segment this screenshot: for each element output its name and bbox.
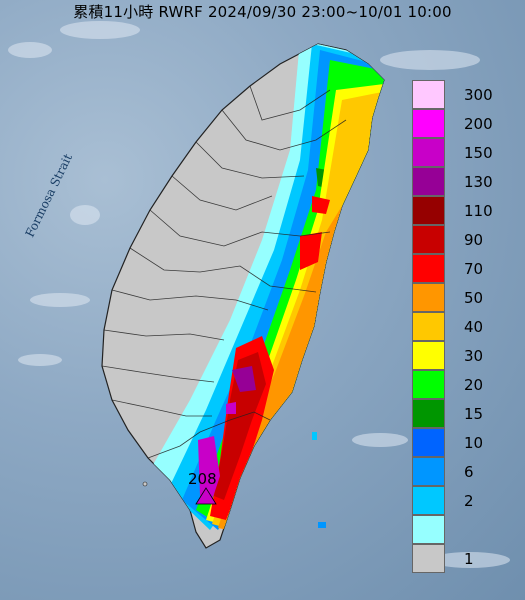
legend-label: 150: [464, 144, 493, 162]
legend-label: 110: [464, 202, 493, 220]
legend-label: 40: [464, 318, 484, 336]
legend-label: 300: [464, 86, 493, 104]
max-value-label: 208: [188, 470, 217, 488]
legend-swatch: [412, 196, 445, 225]
legend-label: 20: [464, 376, 484, 394]
legend-swatch: [412, 167, 445, 196]
legend-swatch: [412, 80, 445, 109]
legend-label: 10: [464, 434, 484, 452]
legend-label: 70: [464, 260, 484, 278]
legend-swatch: [412, 225, 445, 254]
legend-swatch: [412, 486, 445, 515]
legend-label: 30: [464, 347, 484, 365]
legend-label: 1: [464, 550, 474, 568]
legend-swatch: [412, 283, 445, 312]
legend-label: 6: [464, 463, 474, 481]
legend-label: 15: [464, 405, 484, 423]
legend-swatch: [412, 138, 445, 167]
map-title: 累積11小時 RWRF 2024/09/30 23:00~10/01 10:00: [73, 3, 452, 21]
legend-swatch: [412, 428, 445, 457]
legend-swatch: [412, 399, 445, 428]
legend-label: 90: [464, 231, 484, 249]
legend-swatch: [412, 312, 445, 341]
legend-swatch: [412, 544, 445, 573]
legend-swatch: [412, 457, 445, 486]
legend-swatch: [412, 254, 445, 283]
legend-swatch: [412, 341, 445, 370]
legend-label: 2: [464, 492, 474, 510]
legend-label: 50: [464, 289, 484, 307]
legend-swatch: [412, 370, 445, 399]
max-rainfall-marker: [195, 487, 217, 505]
legend-label: 200: [464, 115, 493, 133]
legend-swatch: [412, 109, 445, 138]
legend-swatch: [412, 515, 445, 544]
legend-label: 130: [464, 173, 493, 191]
